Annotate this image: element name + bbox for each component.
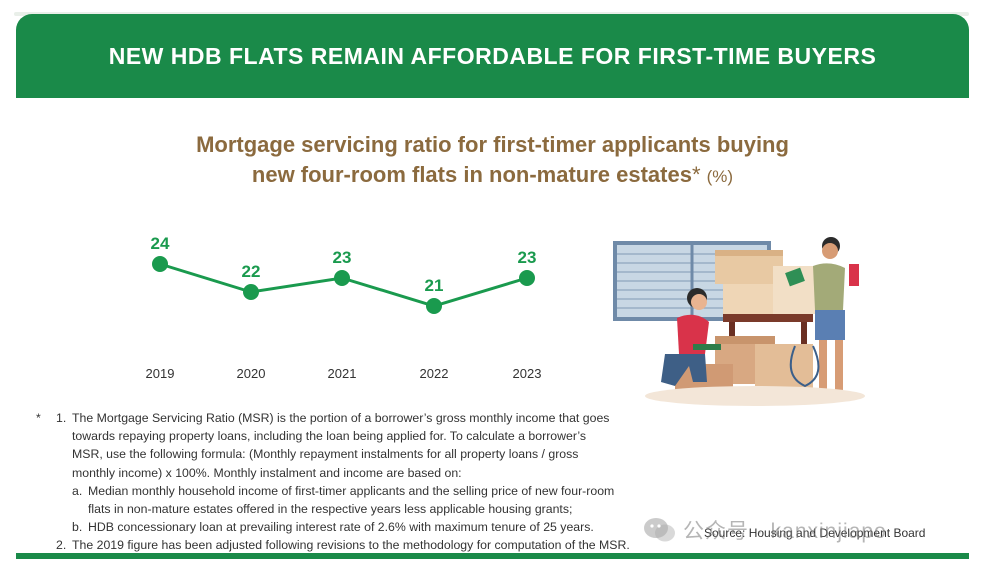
data-point (426, 298, 442, 314)
header-banner: NEW HDB FLATS REMAIN AFFORDABLE FOR FIRS… (16, 14, 969, 98)
man-book-green (785, 267, 805, 287)
footnote-asterisk: * (36, 411, 41, 425)
man-shirt (813, 263, 845, 310)
chart-title-line-1: Mortgage servicing ratio for first-timer… (196, 132, 789, 157)
data-point (519, 270, 535, 286)
man-shorts (815, 310, 845, 340)
source-credit: Source: Housing and Development Board (704, 526, 926, 540)
footnote-1b-line-1: HDB concessionary loan at prevailing int… (88, 520, 594, 535)
watermark-text: 公众号 · kanxinjiapo (683, 520, 887, 543)
footnote-1a-letter: a. (72, 483, 83, 498)
x-tick-label: 2023 (513, 366, 542, 381)
footnote-1-text: The Mortgage Servicing Ratio (MSR) is th… (72, 409, 609, 482)
footnote-2-text: The 2019 figure has been adjusted follow… (72, 538, 630, 553)
footnote-1-line-4: monthly income) x 100%. Monthly instalme… (72, 465, 462, 480)
footnote-2-number: 2. (56, 538, 67, 553)
data-point (243, 284, 259, 300)
footnote-2: 2. The 2019 figure has been adjusted fol… (36, 536, 676, 554)
x-tick-label: 2021 (328, 366, 357, 381)
banner-title: NEW HDB FLATS REMAIN AFFORDABLE FOR FIRS… (108, 42, 877, 69)
footnote-1a: a. Median monthly household income of fi… (36, 482, 676, 518)
chart-unit: (%) (706, 167, 734, 186)
footnote-1-line-1: The Mortgage Servicing Ratio (MSR) is th… (72, 411, 610, 425)
moving-couple-illustration (613, 237, 865, 406)
woman-jeans (661, 354, 707, 386)
footnote-1-line-3: MSR, use the following formula: (Monthly… (72, 447, 579, 462)
footnote-1-number: 1. (56, 411, 67, 425)
data-label: 24 (151, 234, 170, 253)
footnote-1a-line-2: flats in non-mature estates offered in t… (88, 502, 573, 517)
chart-title-asterisk: * (691, 162, 701, 187)
data-point (152, 256, 168, 272)
x-tick-label: 2020 (237, 366, 266, 381)
bottom-rule (16, 553, 969, 559)
woman-head (691, 294, 707, 310)
footnote-1b-text: HDB concessionary loan at prevailing int… (88, 518, 594, 536)
watermark: 公众号 · kanxinjiapo (643, 515, 887, 545)
data-label: 21 (425, 276, 444, 295)
x-tick-label: 2019 (146, 366, 175, 381)
man-book-red (849, 264, 859, 286)
data-label: 23 (518, 248, 537, 267)
footnote-1a-line-1: Median monthly household income of first… (88, 483, 615, 498)
floor-shadow (645, 386, 865, 406)
man-head (822, 243, 838, 259)
table-top (723, 314, 813, 322)
data-label: 23 (333, 248, 352, 267)
chart-title-line-2-text: new four-room flats in non-mature estate… (251, 162, 692, 187)
data-label: 22 (242, 262, 261, 281)
footnote-1b-letter: b. (72, 520, 83, 535)
data-point (334, 270, 350, 286)
x-tick-label: 2022 (420, 366, 449, 381)
chart-title-line-2: new four-room flats in non-mature estate… (120, 160, 865, 192)
footnote-1b: b. HDB concessionary loan at prevailing … (36, 518, 676, 536)
footnotes: * 1. The Mortgage Servicing Ratio (MSR) … (36, 409, 676, 555)
footnote-1a-text: Median monthly household income of first… (88, 482, 614, 518)
chart-title: Mortgage servicing ratio for first-timer… (120, 130, 865, 192)
chat-bubble-icon (643, 516, 677, 544)
floor-box-2 (755, 344, 813, 392)
footnote-1-line-2: towards repaying property loans, includi… (72, 429, 587, 444)
cable (789, 345, 820, 388)
woman-book (693, 344, 721, 350)
footnote-1: * 1. The Mortgage Servicing Ratio (MSR) … (36, 409, 676, 482)
